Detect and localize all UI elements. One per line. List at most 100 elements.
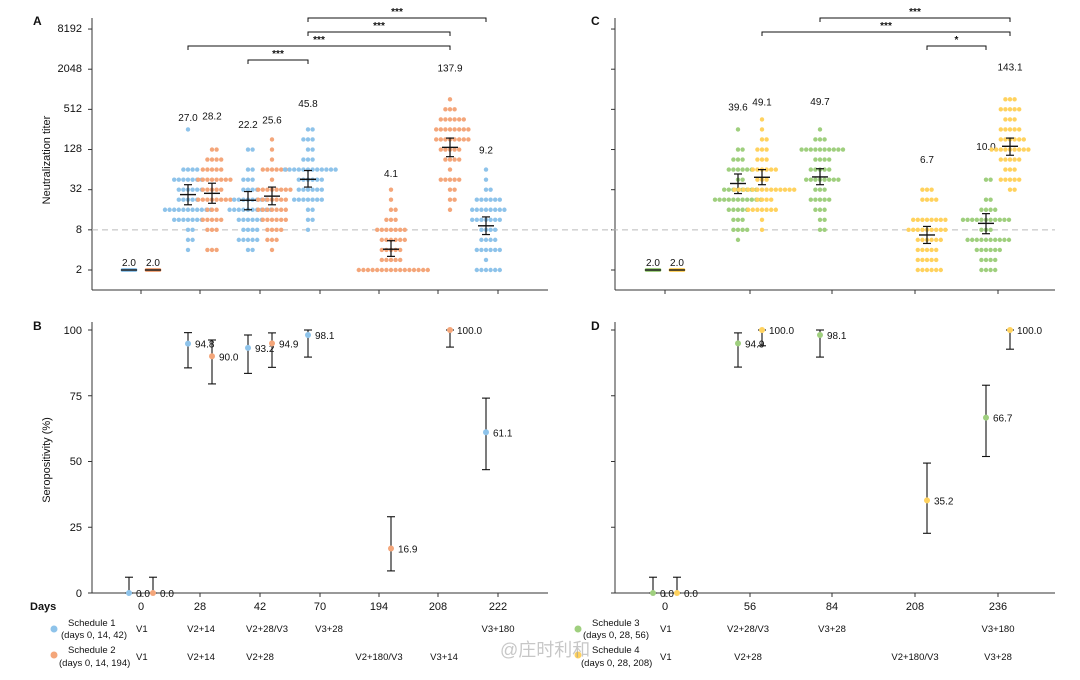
- data-point: [356, 267, 361, 273]
- data-point: [479, 197, 484, 202]
- legend-schedule-4-detail: (days 0, 28, 208): [581, 658, 652, 669]
- data-point: [1017, 127, 1022, 132]
- y-tick-label: 50: [70, 456, 82, 468]
- data-point: [1003, 147, 1008, 152]
- data-point: [398, 247, 403, 253]
- data-label: 6.7: [920, 155, 934, 166]
- data-point: [488, 187, 493, 192]
- data-point: [924, 247, 930, 253]
- data-point: [822, 177, 827, 182]
- data-point: [1012, 147, 1017, 152]
- data-point: [245, 147, 251, 152]
- data-point: [209, 247, 215, 253]
- data-point: [274, 237, 279, 243]
- data-point: [929, 217, 934, 222]
- data-point: [279, 227, 284, 233]
- data-point: [310, 147, 315, 152]
- significance-label: ***: [313, 35, 325, 46]
- data-point: [983, 257, 989, 263]
- data-label: 100.0: [1017, 326, 1042, 337]
- data-point: [474, 217, 479, 222]
- data-point: [988, 237, 993, 243]
- data-point: [388, 187, 394, 192]
- data-point: [965, 217, 970, 222]
- data-point: [483, 177, 489, 182]
- y-axis-title-seropositivity: Seropositivity (%): [41, 417, 53, 503]
- data-point: [488, 247, 493, 253]
- data-point: [983, 197, 989, 202]
- data-point: [241, 237, 246, 243]
- data-point: [232, 197, 237, 202]
- data-point: [195, 217, 200, 222]
- data-point: [934, 257, 939, 263]
- data-point: [911, 227, 916, 233]
- visit-cell: V2+28: [246, 652, 274, 663]
- data-point: [185, 237, 191, 243]
- x-tick-label: 56: [744, 601, 756, 613]
- data-point: [219, 187, 224, 192]
- data-label: 22.2: [238, 120, 258, 131]
- data-point: [1007, 327, 1013, 333]
- legend-schedule-1-detail: (days 0, 14, 42): [61, 630, 127, 641]
- data-point: [301, 167, 306, 172]
- significance-label: ***: [880, 21, 892, 32]
- y-tick-label: 2: [76, 264, 82, 276]
- data-point: [1012, 187, 1017, 192]
- data-point: [438, 137, 443, 142]
- data-point: [493, 227, 498, 233]
- data-point: [759, 137, 765, 142]
- data-point: [817, 157, 823, 162]
- data-point: [813, 137, 818, 142]
- data-point: [181, 207, 186, 212]
- data-point: [274, 227, 279, 233]
- data-label: 98.1: [315, 331, 335, 342]
- visit-cell: V2+28/V3: [727, 624, 769, 635]
- visit-cell: V3+14: [430, 652, 458, 663]
- data-point: [497, 267, 502, 273]
- data-point: [195, 187, 200, 192]
- data-point: [741, 187, 746, 192]
- data-point: [402, 237, 407, 243]
- data-point: [265, 237, 270, 243]
- data-point: [305, 207, 311, 212]
- data-point: [269, 217, 275, 222]
- data-point: [283, 187, 288, 192]
- data-point: [817, 207, 823, 212]
- data-point: [934, 197, 939, 202]
- data-point: [1002, 217, 1007, 222]
- data-point: [319, 187, 324, 192]
- data-point: [205, 197, 210, 202]
- data-point: [755, 147, 760, 152]
- legend-marker-schedule-1: [50, 625, 58, 633]
- data-point: [994, 147, 999, 152]
- data-point: [269, 207, 275, 212]
- data-label: 16.9: [398, 545, 418, 556]
- data-point: [452, 117, 457, 122]
- data-point: [185, 340, 191, 347]
- data-point: [960, 217, 966, 222]
- data-point: [813, 177, 818, 182]
- data-point: [717, 197, 722, 202]
- data-point: [822, 187, 827, 192]
- data-point: [301, 197, 306, 202]
- x-ticks-right: 0 56 84 208 236: [662, 601, 1007, 613]
- data-point: [150, 590, 156, 596]
- x-tick-label: 194: [370, 601, 388, 613]
- data-point: [214, 167, 219, 172]
- data-point: [483, 237, 489, 243]
- data-point: [379, 257, 384, 263]
- data-point: [209, 177, 215, 182]
- data-point: [365, 267, 371, 273]
- data-point: [769, 167, 774, 172]
- data-point: [241, 187, 246, 192]
- data-point: [993, 207, 998, 212]
- data-point: [260, 217, 265, 222]
- y-tick-label: 512: [64, 103, 82, 115]
- data-point: [452, 177, 457, 182]
- data-point: [384, 247, 389, 253]
- data-label: 2.0: [670, 258, 684, 269]
- data-point: [265, 197, 270, 202]
- data-point: [388, 207, 394, 212]
- data-point: [255, 217, 260, 222]
- x-tick-label: 222: [489, 601, 507, 613]
